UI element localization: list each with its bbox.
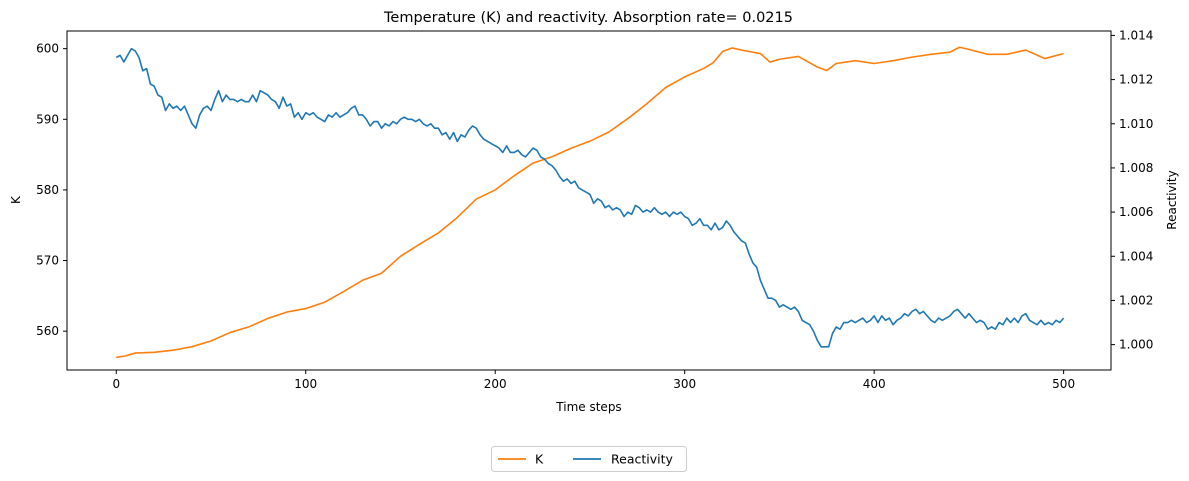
x-tick-label: 500 [1052,377,1075,391]
x-axis: 0 100 200 300 400 500 [112,370,1075,391]
legend: K Reactivity [491,446,687,472]
series-line-k [116,46,1064,359]
series-line-reactivity [115,47,1065,348]
x-tick-label: 200 [484,377,507,391]
legend-label-reactivity: Reactivity [611,452,673,467]
y-right-tick-label: 1.008 [1119,161,1153,175]
y-right-tick-label: 1.002 [1119,293,1153,307]
plot-frame [66,30,1112,371]
y-right-tick-label: 1.006 [1119,205,1153,219]
y-axis-right-label: Reactivity [1165,170,1179,229]
y-axis-left-label: K [9,195,23,204]
y-axis-left: 560 570 580 590 600 [36,42,67,338]
y-right-tick-label: 1.000 [1119,338,1153,352]
y-right-tick-label: 1.004 [1119,249,1153,263]
y-left-tick-label: 570 [36,254,59,268]
x-axis-label: Time steps [555,400,621,414]
y-right-tick-label: 1.014 [1119,28,1153,42]
y-right-tick-label: 1.012 [1119,73,1153,87]
y-left-tick-label: 580 [36,183,59,197]
y-right-tick-label: 1.010 [1119,117,1153,131]
y-left-tick-label: 600 [36,42,59,56]
x-tick-label: 0 [112,377,120,391]
legend-label-k: K [535,452,544,467]
chart-title: Temperature (K) and reactivity. Absorpti… [383,10,793,26]
y-left-tick-label: 590 [36,112,59,126]
y-left-tick-label: 560 [36,324,59,338]
x-tick-label: 100 [294,377,317,391]
series-layer [115,46,1065,359]
y-axis-right: 1.000 1.002 1.004 1.006 1.008 1.010 1.012 1.014 [1111,28,1153,352]
x-tick-label: 300 [673,377,696,391]
x-tick-label: 400 [863,377,886,391]
plot-area [66,30,1112,371]
